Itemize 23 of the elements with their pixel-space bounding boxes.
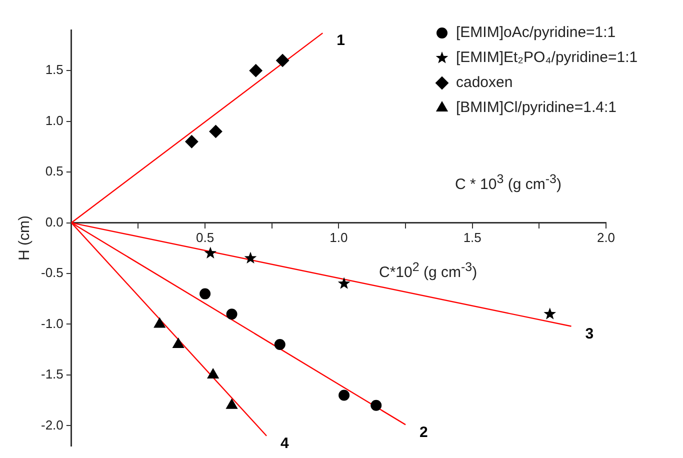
annotation: 2 <box>420 424 428 441</box>
x-tick-label: 1.5 <box>463 230 482 246</box>
y-tick-label: 1.0 <box>45 112 64 128</box>
y-tick-label: -1.5 <box>40 366 64 382</box>
x-axis-title: C*10$^{2}$ (g cm$^{-3}$) <box>379 260 478 281</box>
legend-label: [BMIM]Cl/pyridine=1.4:1 <box>456 99 616 116</box>
annotation: 4 <box>280 434 290 452</box>
y-tick-label: 1.5 <box>45 62 64 78</box>
y-tick-label: 0.0 <box>45 214 64 230</box>
legend-label: cadoxen <box>456 74 513 91</box>
x-tick-label: 2.0 <box>596 230 616 246</box>
annotation: 3 <box>585 325 594 342</box>
x-tick-label: 0.5 <box>196 230 214 246</box>
x-tick-label: 1.0 <box>330 230 348 246</box>
legend-label: [EMIM]oAc/pyridine=1:1 <box>456 24 616 41</box>
y-axis-title: H (cm) <box>16 216 34 260</box>
legend-label: [EMIM]Et₂PO₄/pyridine=1:1 <box>456 49 638 66</box>
y-tick-label: -0.5 <box>40 265 64 280</box>
y-tick-label: -1.0 <box>40 316 64 331</box>
annotation: C * 10$^{3}$ (g cm$^{-3}$) <box>455 172 562 193</box>
annotation: 1 <box>336 32 346 50</box>
y-tick-label: -2.0 <box>40 417 64 432</box>
y-tick-label: 0.5 <box>45 164 64 179</box>
